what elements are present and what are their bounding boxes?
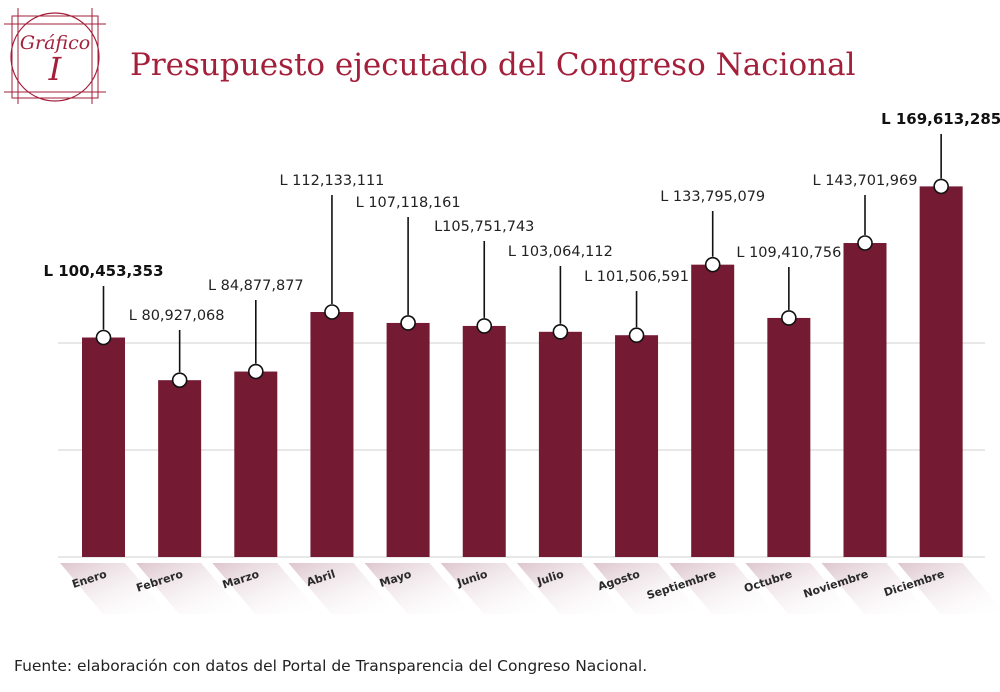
value-label-noviembre: L 143,701,969 [813, 173, 918, 189]
marker-abril [324, 304, 340, 320]
marker-julio [552, 324, 569, 340]
marker-junio [476, 318, 493, 334]
shadow-abril [288, 563, 397, 614]
marker-mayo [400, 315, 416, 331]
marker-octubre [781, 310, 797, 326]
value-label-abril: L 112,133,111 [279, 173, 384, 189]
chart-title: Presupuesto ejecutado del Congreso Nacio… [130, 47, 856, 83]
shadow-diciembre [897, 563, 1000, 614]
marker-noviembre [857, 235, 873, 251]
value-label-septiembre: L 133,795,079 [660, 189, 765, 205]
value-label-agosto: L 101,506,591 [584, 269, 689, 285]
value-labels: L 100,453,353 L 80,927,068 L 84,877,877 L 1… [43, 110, 1000, 324]
bar-marzo [234, 371, 278, 557]
value-label-mayo: L 107,118,161 [356, 195, 461, 211]
value-label-febrero: L 80,927,068 [129, 308, 225, 324]
badge-word: Gráfico [20, 32, 90, 54]
bar-mayo [386, 322, 430, 557]
shadow-noviembre [821, 563, 930, 614]
grid-lines [58, 342, 985, 558]
bar-junio [462, 325, 506, 557]
value-label-enero: L 100,453,353 [43, 262, 163, 280]
bar-julio [538, 331, 582, 557]
shadow-mayo [364, 563, 473, 614]
bar-noviembre [843, 243, 887, 557]
value-label-junio: L105,751,743 [434, 219, 534, 235]
marker-marzo [248, 363, 264, 380]
leader-lines [95, 134, 949, 388]
bars [82, 186, 963, 558]
bar-octubre [767, 317, 811, 557]
bar-enero [82, 337, 125, 557]
marker-enero [95, 329, 112, 346]
bar-agosto [615, 335, 659, 557]
bar-septiembre [691, 264, 735, 557]
shadow-septiembre [669, 563, 778, 614]
bar-diciembre [919, 186, 963, 558]
badge-circle [10, 12, 100, 102]
badge-numeral: I [48, 50, 63, 88]
shadow-octubre [745, 563, 854, 614]
value-label-diciembre: L 169,613,285 [881, 110, 1000, 128]
marker-septiembre [704, 256, 721, 273]
bar-abril [310, 311, 354, 557]
chart-badge: Gráfico I [4, 8, 106, 104]
source-note: Fuente: elaboración con datos del Portal… [14, 657, 648, 675]
bar-febrero [158, 380, 202, 557]
shadow-agosto [593, 563, 702, 614]
shadow-junio [440, 563, 549, 614]
shadow-febrero [136, 563, 245, 614]
category-shadows [60, 563, 1000, 614]
value-label-marzo: L 84,877,877 [208, 278, 304, 294]
shadow-julio [516, 563, 625, 614]
value-label-julio: L 103,064,112 [508, 244, 613, 260]
shadow-enero [60, 563, 168, 614]
marker-agosto [628, 327, 645, 344]
marker-diciembre [933, 178, 949, 195]
marker-febrero [171, 372, 188, 388]
badge-frame [11, 15, 99, 99]
value-label-octubre: L 109,410,756 [736, 245, 841, 261]
shadow-marzo [212, 563, 321, 614]
